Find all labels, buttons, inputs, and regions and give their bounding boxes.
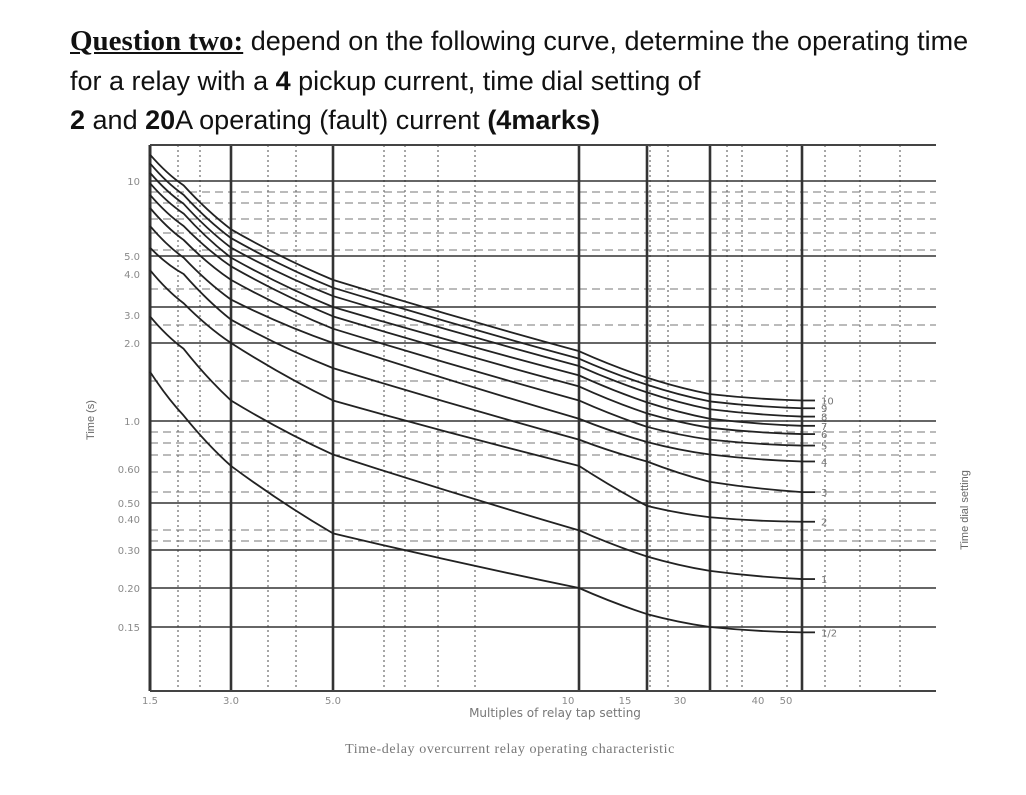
curve-tds-6 — [149, 194, 803, 435]
y-axis-title: Time (s) — [85, 400, 97, 440]
x-tick-label: 5.0 — [325, 696, 341, 707]
x-tick-label: 30 — [674, 696, 687, 707]
y-tick-label: 0.40 — [118, 515, 140, 526]
x-tick-label: 15 — [619, 696, 632, 707]
x-tick-label: 3.0 — [223, 696, 239, 707]
fault-current-value: 20 — [145, 105, 176, 135]
curve-tds-5 — [149, 207, 803, 447]
y-tick-label: 0.20 — [118, 584, 140, 595]
question-part: and — [85, 105, 146, 135]
y-tick-label: 0.60 — [118, 465, 140, 476]
curve-tds-9 — [149, 162, 803, 410]
question-part: depend on the following curve, determine… — [70, 26, 969, 96]
question-text: Question two: depend on the following cu… — [70, 22, 1000, 141]
tds-value: 2 — [70, 105, 86, 135]
question-part: A operating (fault) current — [175, 105, 488, 135]
y-tick-label: 10 — [127, 177, 140, 188]
tds-label: 3 — [821, 488, 827, 499]
pickup-value: 4 — [275, 65, 291, 96]
curve-tds-1 — [149, 315, 803, 580]
time-dial-axis-title: Time dial setting — [959, 470, 971, 550]
curve-tds-10 — [149, 153, 803, 402]
y-tick-label: 0.15 — [118, 623, 140, 634]
tds-label: 1/2 — [821, 628, 837, 639]
curve-tds-3 — [149, 247, 803, 494]
marks-label: (4marks) — [487, 105, 600, 135]
x-tick-label: 50 — [780, 696, 793, 707]
tds-label: 8 — [821, 413, 827, 424]
tds-label: 4 — [821, 457, 827, 468]
tds-label: 1 — [821, 575, 827, 586]
y-tick-label: 0.50 — [118, 499, 140, 510]
curve-tds-2 — [149, 269, 803, 523]
tds-label: 6 — [821, 430, 827, 441]
tds-label: 10 — [821, 396, 834, 407]
labels: 10 5.0 4.0 3.0 2.0 1.0 0.60 0.50 0.40 0.30 0.20 0.1… — [118, 177, 793, 707]
tds-label: 9 — [821, 404, 827, 415]
y-tick-label: 2.0 — [124, 339, 140, 350]
question-label: Question two: — [70, 25, 244, 57]
tds-label: 7 — [821, 422, 827, 433]
x-tick-label: 1.5 — [142, 696, 158, 707]
curve-tds-7 — [149, 182, 803, 427]
x-tick-label: 40 — [752, 696, 765, 707]
y-tick-label: 1.0 — [124, 417, 140, 428]
curve-tds-1-2 — [149, 371, 803, 634]
y-tick-label: 4.0 — [124, 270, 140, 281]
x-axis-title: Multiples of relay tap setting — [469, 706, 641, 720]
x-tick-label: 10 — [562, 696, 575, 707]
tds-label: 5 — [821, 442, 827, 453]
tds-label: 2 — [821, 518, 827, 529]
chart-caption: Time-delay overcurrent relay operating c… — [345, 742, 675, 757]
curve-tds-8 — [149, 172, 803, 418]
curve-tds-4 — [149, 225, 803, 463]
grid — [148, 144, 936, 692]
y-tick-label: 5.0 — [124, 252, 140, 263]
y-tick-label: 0.30 — [118, 546, 140, 557]
y-tick-label: 3.0 — [124, 311, 140, 322]
question-part: pickup current, time dial setting of — [290, 65, 701, 96]
